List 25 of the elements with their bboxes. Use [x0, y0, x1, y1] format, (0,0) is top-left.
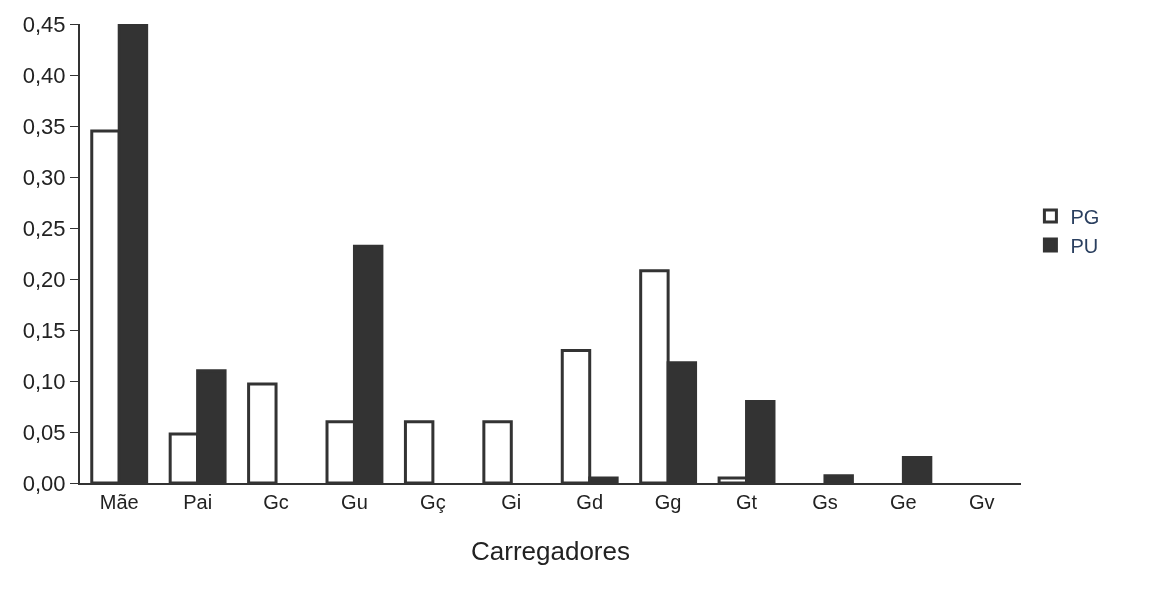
x-tick-label: Gt [735, 491, 758, 513]
legend-label: PG [1070, 205, 1100, 228]
y-tick-label: 0,15 [22, 317, 66, 343]
x-tick-label: Gv [969, 491, 995, 513]
y-tick-label: 0,30 [22, 164, 66, 190]
y-tick-label: 0,25 [22, 215, 66, 241]
x-tick-label: Gc [263, 491, 289, 513]
x-tick-label: Gi [501, 491, 522, 513]
x-tick-label: Gs [812, 491, 838, 513]
x-axis-title: Carregadores [471, 536, 630, 567]
y-tick-label: 0,20 [22, 266, 66, 292]
x-tick-label: Ge [890, 491, 917, 513]
y-tick-label: 0,40 [22, 62, 66, 88]
y-tick-label: 0,45 [22, 11, 66, 37]
x-tick-label: Gg [654, 491, 682, 513]
x-tick-label: Gu [341, 491, 368, 513]
x-tick-label: Gd [576, 491, 604, 513]
legend-label: PU [1070, 234, 1099, 257]
y-tick-label: 0,05 [22, 419, 66, 445]
y-tick-label: 0,00 [22, 470, 66, 496]
x-tick-label: Pai [183, 491, 213, 513]
y-tick-label: 0,10 [22, 368, 66, 394]
y-tick-label: 0,35 [22, 113, 66, 139]
x-tick-label: Gç [420, 491, 446, 513]
x-tick-label: Mãe [99, 491, 139, 513]
